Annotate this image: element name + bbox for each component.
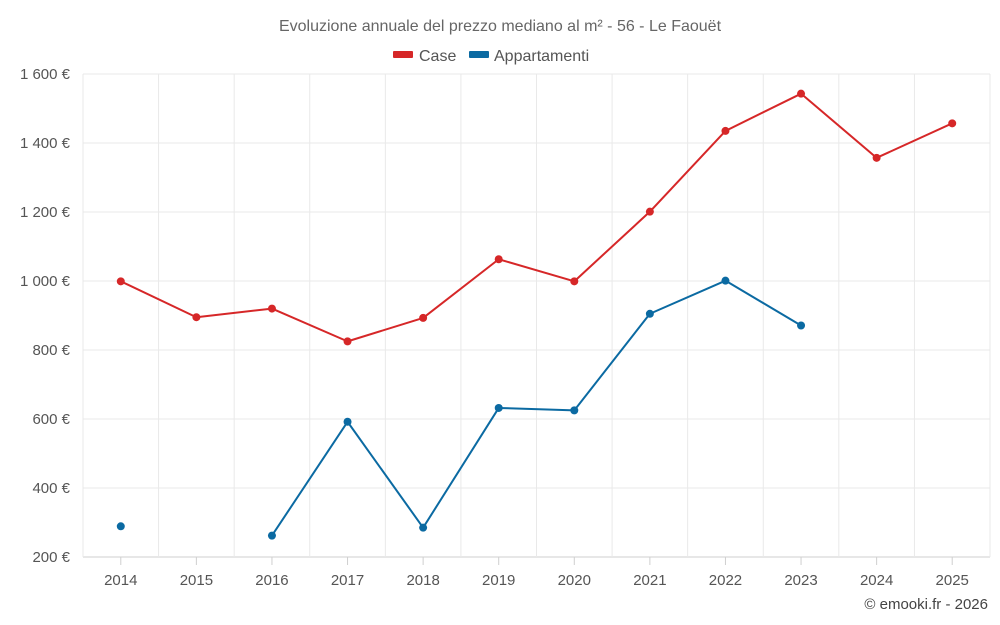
legend-label-case: Case [419,48,456,65]
point-appartamenti-2016[interactable] [267,531,276,540]
point-appartamenti-2014[interactable] [116,522,125,531]
point-case-2024[interactable] [872,153,881,162]
x-tick-label: 2020 [558,572,591,589]
x-tick-label: 2017 [331,572,364,589]
y-tick-label: 1 000 € [20,273,71,290]
point-case-2022[interactable] [721,126,730,135]
y-tick-label: 600 € [32,411,70,428]
point-appartamenti-2017[interactable] [343,417,352,426]
x-tick-label: 2023 [784,572,817,589]
x-tick-label: 2019 [482,572,515,589]
point-case-2017[interactable] [343,337,352,346]
point-case-2014[interactable] [116,277,125,286]
y-tick-label: 400 € [32,480,70,497]
x-tick-label: 2014 [104,572,137,589]
chart-title: Evoluzione annuale del prezzo mediano al… [279,18,722,35]
grid [82,73,991,558]
series-line-appartamenti [271,279,802,537]
point-case-2016[interactable] [267,304,276,313]
point-appartamenti-2021[interactable] [645,309,654,318]
point-case-2020[interactable] [570,277,579,286]
point-case-2019[interactable] [494,255,503,264]
point-case-2023[interactable] [797,89,806,98]
point-case-2018[interactable] [419,313,428,322]
y-tick-label: 1 200 € [20,204,71,221]
x-tick-label: 2016 [255,572,288,589]
legend-item-appartamenti[interactable]: Appartamenti [469,48,589,65]
point-appartamenti-2022[interactable] [721,276,730,285]
point-appartamenti-2018[interactable] [419,523,428,532]
point-case-2025[interactable] [948,119,957,128]
legend-swatch-case [393,51,413,58]
y-tick-label: 1 600 € [20,66,71,83]
series-layer [116,89,957,540]
x-tick-label: 2015 [180,572,213,589]
y-tick-label: 1 400 € [20,135,71,152]
point-appartamenti-2023[interactable] [797,321,806,330]
series-case [116,89,957,346]
x-tick-label: 2024 [860,572,893,589]
point-case-2015[interactable] [192,313,201,322]
y-axis: 200 € 400 € 600 € 800 € 1 000 € 1 200 € 1 400 … [20,66,71,566]
legend-swatch-appartamenti [469,51,489,58]
x-tick-label: 2021 [633,572,666,589]
credit-text: © emooki.fr - 2026 [864,596,988,613]
y-tick-label: 200 € [32,549,70,566]
x-tick-label: 2018 [406,572,439,589]
legend: Case Appartamenti [393,48,589,65]
legend-item-case[interactable]: Case [393,48,456,65]
legend-label-appartamenti: Appartamenti [494,48,589,65]
series-appartamenti [116,276,806,540]
point-case-2021[interactable] [645,207,654,216]
x-tick-label: 2022 [709,572,742,589]
x-tick-label: 2025 [936,572,969,589]
series-line-case [120,92,953,343]
point-appartamenti-2020[interactable] [570,406,579,415]
y-tick-label: 800 € [32,342,70,359]
x-axis: 2014 2015 2016 2017 2018 2019 2020 2021 2022 2023… [104,557,969,589]
point-appartamenti-2019[interactable] [494,403,503,412]
